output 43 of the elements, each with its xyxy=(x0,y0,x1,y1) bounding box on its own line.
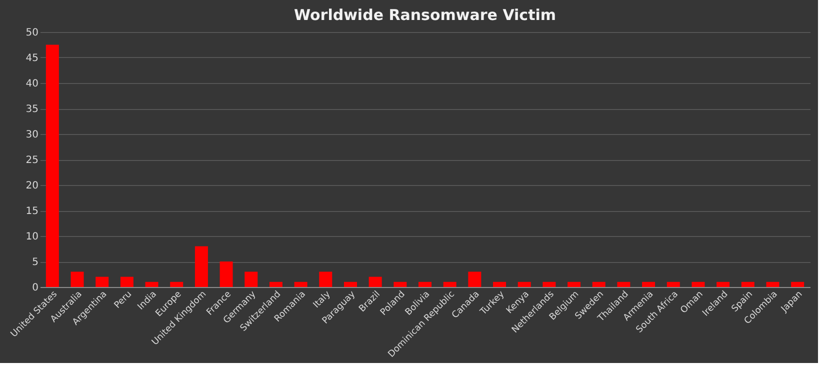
bar xyxy=(344,282,357,287)
bar xyxy=(96,276,109,287)
bar xyxy=(617,282,630,287)
bar xyxy=(568,282,581,287)
y-tick-label: 20 xyxy=(26,180,38,192)
y-tick-label: 15 xyxy=(26,206,38,217)
bar xyxy=(70,272,84,287)
bar xyxy=(244,272,258,287)
bar xyxy=(666,282,680,287)
y-tick-label: 5 xyxy=(32,257,38,268)
bar xyxy=(394,282,407,287)
bar xyxy=(319,272,332,287)
y-tick-label: 40 xyxy=(26,78,38,90)
chart-title: Worldwide Ransomware Victim xyxy=(294,6,556,24)
bar xyxy=(592,282,606,287)
y-tick-label: 25 xyxy=(26,155,38,166)
y-tick-label: 10 xyxy=(26,232,38,242)
bar xyxy=(269,282,282,287)
bar xyxy=(493,282,506,287)
bar xyxy=(368,276,382,287)
bar xyxy=(46,44,59,287)
bar xyxy=(145,282,158,287)
bar xyxy=(766,282,780,287)
bar xyxy=(642,282,656,287)
bar xyxy=(120,276,134,287)
bar xyxy=(294,282,308,287)
bar xyxy=(518,282,531,287)
y-tick-label: 45 xyxy=(26,53,38,64)
bar xyxy=(791,282,804,287)
y-tick-label: 0 xyxy=(32,282,38,294)
y-tick-label: 50 xyxy=(26,28,38,38)
bar xyxy=(170,282,184,287)
bar xyxy=(220,262,233,287)
bar xyxy=(468,272,482,287)
y-tick-label: 35 xyxy=(26,104,38,115)
bar xyxy=(194,246,208,287)
y-tick-label: 30 xyxy=(26,130,38,140)
bar xyxy=(542,282,556,287)
bar xyxy=(418,282,432,287)
bar xyxy=(716,282,730,287)
bar xyxy=(692,282,705,287)
bar xyxy=(741,282,754,287)
bar xyxy=(443,282,456,287)
